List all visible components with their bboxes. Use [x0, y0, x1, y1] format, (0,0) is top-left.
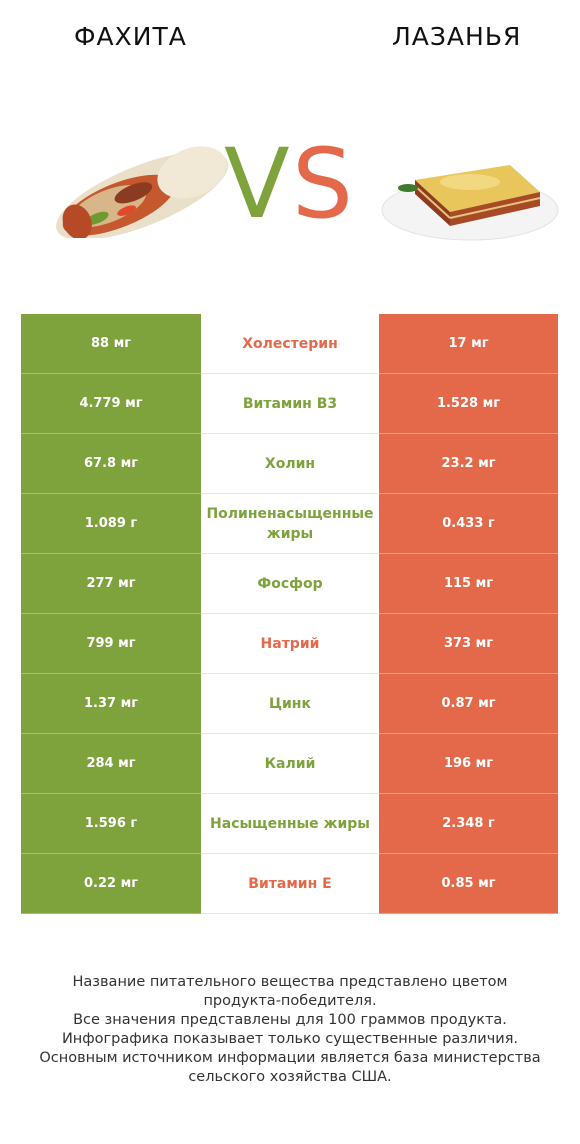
right-food-title: ЛАЗАНЬЯ — [392, 22, 522, 51]
nutrient-name: Холестерин — [242, 335, 338, 352]
left-value: 799 мг — [21, 614, 201, 674]
footer-notes: Название питательного вещества представл… — [20, 973, 560, 1087]
footer-line: Название питательного вещества представл… — [72, 974, 508, 990]
footer-line: Основным источником информации является … — [39, 1050, 541, 1066]
left-value: 67.8 мг — [21, 434, 201, 494]
left-value: 284 мг — [21, 734, 201, 794]
footer-line: Инфографика показывает только существенн… — [61, 1031, 519, 1047]
table-row: 0.22 мг Витамин E 0.85 мг — [21, 854, 558, 914]
lasagna-image — [381, 165, 559, 241]
nutrient-name: Полиненасыщенные жиры — [206, 505, 374, 542]
table-row: 799 мг Натрий 373 мг — [21, 614, 558, 674]
nutrient-name: Насыщенные жиры — [210, 815, 370, 832]
table-row: 1.089 г Полиненасыщенные жиры 0.433 г — [21, 494, 558, 554]
nutrient-name-cell: Насыщенные жиры — [201, 794, 379, 854]
nutrient-name-cell: Натрий — [201, 614, 379, 674]
nutrient-name-cell: Холестерин — [201, 314, 379, 374]
table-row: 67.8 мг Холин 23.2 мг — [21, 434, 558, 494]
left-value: 1.089 г — [21, 494, 201, 554]
nutrient-name: Калий — [264, 755, 316, 772]
vs-letter-v: V — [224, 128, 290, 240]
right-value: 0.433 г — [379, 494, 558, 554]
nutrient-name-cell: Витамин E — [201, 854, 379, 914]
right-value: 0.85 мг — [379, 854, 558, 914]
fajita-image — [56, 146, 229, 238]
left-value: 277 мг — [21, 554, 201, 614]
nutrient-name: Витамин B3 — [242, 395, 338, 412]
left-value: 0.22 мг — [21, 854, 201, 914]
nutrient-name: Натрий — [260, 635, 320, 652]
right-value: 373 мг — [379, 614, 558, 674]
footer-line: продукта-победителя. — [203, 993, 377, 1009]
table-row: 88 мг Холестерин 17 мг — [21, 314, 558, 374]
nutrient-name-cell: Витамин B3 — [201, 374, 379, 434]
nutrient-name: Фосфор — [257, 575, 323, 592]
left-value: 1.37 мг — [21, 674, 201, 734]
nutrient-name: Холин — [264, 455, 316, 472]
right-value: 1.528 мг — [379, 374, 558, 434]
right-value: 196 мг — [379, 734, 558, 794]
table-row: 1.37 мг Цинк 0.87 мг — [21, 674, 558, 734]
right-value: 0.87 мг — [379, 674, 558, 734]
right-value: 17 мг — [379, 314, 558, 374]
nutrient-name-cell: Полиненасыщенные жиры — [201, 494, 379, 554]
table-row: 4.779 мг Витамин B3 1.528 мг — [21, 374, 558, 434]
left-food-title: ФАХИТА — [74, 22, 187, 51]
right-value: 23.2 мг — [379, 434, 558, 494]
nutrient-name-cell: Цинк — [201, 674, 379, 734]
nutrient-name-cell: Холин — [201, 434, 379, 494]
left-value: 4.779 мг — [21, 374, 201, 434]
footer-line: Все значения представлены для 100 граммо… — [73, 1012, 507, 1028]
nutrient-name-cell: Фосфор — [201, 554, 379, 614]
nutrient-name-cell: Калий — [201, 734, 379, 794]
vs-letter-s: S — [292, 128, 353, 240]
nutrient-name: Витамин E — [248, 875, 332, 892]
table-row: 1.596 г Насыщенные жиры 2.348 г — [21, 794, 558, 854]
left-value: 1.596 г — [21, 794, 201, 854]
table-row: 277 мг Фосфор 115 мг — [21, 554, 558, 614]
table-row: 284 мг Калий 196 мг — [21, 734, 558, 794]
right-value: 2.348 г — [379, 794, 558, 854]
right-value: 115 мг — [379, 554, 558, 614]
nutrient-comparison-table: 88 мг Холестерин 17 мг 4.779 мг Витамин B3 1.… — [21, 314, 558, 914]
nutrient-name: Цинк — [269, 695, 311, 712]
footer-line: сельского хозяйства США. — [188, 1069, 392, 1085]
left-value: 88 мг — [21, 314, 201, 374]
